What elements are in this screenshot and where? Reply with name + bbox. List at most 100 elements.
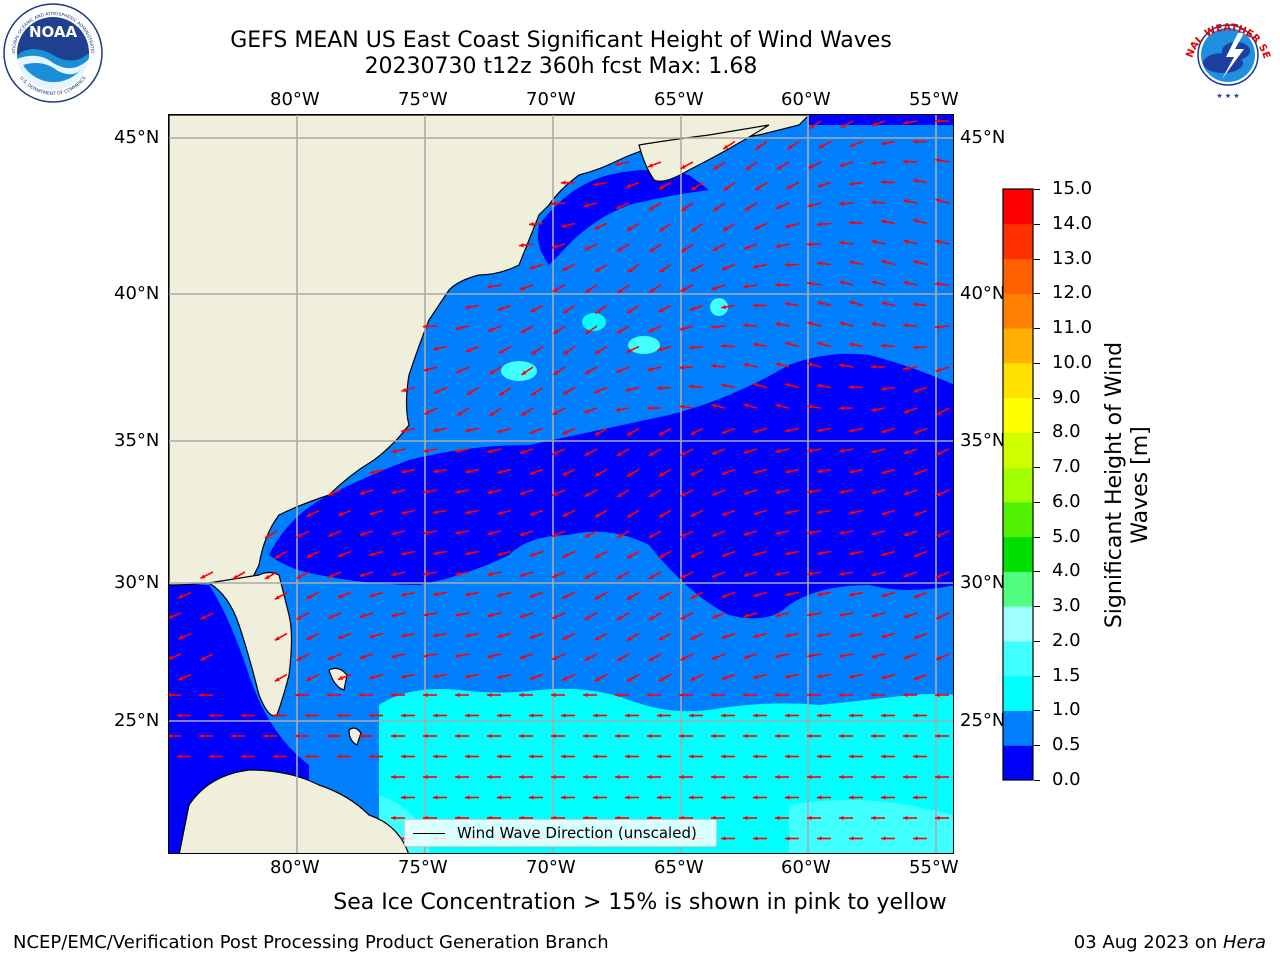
colorbar-segment (1003, 362, 1033, 399)
wind-arrow-head (562, 471, 568, 476)
wind-arrow-head (529, 221, 534, 227)
wind-arrow-head (648, 492, 654, 497)
wind-arrow-head (817, 551, 823, 556)
wind-arrow-head (743, 692, 748, 698)
land-bahamas-island (348, 727, 362, 746)
wind-arrow-head (680, 164, 686, 169)
wind-arrow-head (562, 635, 568, 640)
wind-arrow-head (455, 325, 461, 331)
wind-arrow-head (616, 492, 622, 497)
wind-arrow-head (369, 754, 374, 759)
wind-arrow-head (775, 612, 781, 618)
wind-arrow-head (743, 654, 749, 659)
wind-arrow-head (689, 713, 694, 718)
wind-arrow-head (913, 139, 918, 144)
colorbar-tick-mark (1034, 536, 1040, 538)
wind-arrow-head (713, 165, 719, 170)
wind-arrow-head (817, 183, 823, 188)
colorbar-tick-label: 13.0 (1052, 247, 1093, 269)
wind-arrow-head (465, 551, 471, 556)
wind-arrow-head (935, 774, 940, 780)
longitude-label: 75°W (398, 89, 448, 110)
wind-arrow-head (753, 674, 759, 680)
wind-arrow-head (617, 329, 623, 334)
wind-arrow-head (306, 594, 312, 599)
wind-arrow-head (455, 448, 461, 453)
footer-machine: Hera (1222, 932, 1266, 953)
longitude-label: 70°W (526, 857, 576, 878)
wind-arrow-head (871, 280, 877, 285)
colorbar-tick-mark (1034, 362, 1040, 364)
wind-arrow-head (401, 674, 407, 679)
wind-arrow-head (423, 367, 429, 372)
wind-arrow-head (721, 836, 726, 841)
wind-arrow-head (679, 326, 685, 331)
wind-arrow-head (433, 633, 439, 638)
wind-arrow-head (839, 653, 845, 658)
longitude-label: 70°W (526, 89, 576, 110)
wind-arrow-head (849, 428, 855, 433)
wind-arrow-head (903, 774, 908, 780)
wind-arrow-head (689, 754, 694, 759)
wind-arrow-head (817, 592, 823, 597)
wind-arrow-head (593, 713, 598, 718)
wind-arrow-head (274, 636, 280, 641)
wind-arrow-head (487, 531, 493, 536)
wind-arrow-head (753, 795, 758, 800)
wind-arrow-head (562, 430, 568, 435)
wind-arrow-head (423, 692, 428, 698)
colorbar-tick-label: 10.0 (1052, 351, 1093, 373)
wind-arrow-head (881, 219, 887, 224)
wind-arrow-head (306, 512, 312, 517)
colorbar-segment (1003, 223, 1033, 260)
wind-arrow-head (903, 366, 908, 371)
wind-arrow-head (881, 551, 887, 557)
wind-arrow-head (935, 692, 940, 698)
longitude-label: 55°W (909, 89, 959, 110)
wind-arrow-head (743, 815, 748, 821)
legend-line-icon (413, 833, 445, 834)
colorbar-tick-label: 0.5 (1052, 734, 1081, 756)
wind-arrow-head (328, 532, 334, 537)
wind-arrow-head (839, 815, 844, 821)
wind-arrow-head (359, 490, 365, 495)
wind-arrow-head (551, 733, 556, 739)
wind-arrow-head (785, 551, 791, 556)
wind-arrow-head (497, 633, 503, 638)
wind-arrow-head (594, 595, 600, 600)
wind-arrow-head (903, 733, 908, 739)
wind-arrow-head (753, 382, 759, 388)
wind-arrow-head (200, 656, 206, 661)
wind-arrow-head (369, 634, 375, 639)
wind-arrow-head (913, 754, 918, 759)
wind-arrow-head (775, 733, 780, 739)
wind-arrow-head (337, 675, 343, 680)
wind-arrow-head (169, 655, 174, 660)
wind-arrow-head (337, 713, 342, 718)
wind-arrow-head (913, 713, 918, 718)
wind-arrow-head (647, 733, 652, 739)
wind-arrow-head (465, 795, 470, 800)
wind-arrow-head (391, 571, 397, 577)
wind-arrow-head (391, 612, 397, 618)
wind-arrow-head (871, 161, 876, 166)
wind-arrow-head (583, 692, 588, 698)
wind-arrow-head (467, 390, 472, 395)
wind-arrow-head (625, 387, 631, 392)
wind-arrow-head (529, 795, 534, 800)
wind-arrow-head (489, 411, 495, 417)
colorbar-segment (1003, 536, 1033, 572)
wind-arrow-head (616, 533, 622, 538)
wind-arrow-head (881, 713, 886, 718)
wind-arrow-head (497, 428, 503, 433)
wind-arrow-head (839, 448, 845, 453)
wind-arrow-head (775, 322, 781, 327)
wind-arrow-head (391, 530, 397, 536)
wind-arrow-head (871, 654, 877, 659)
colorbar-tick-label: 1.0 (1052, 699, 1081, 721)
wind-arrow-head (594, 677, 600, 682)
wind-arrow-head (615, 774, 620, 780)
wind-arrow-head (711, 324, 716, 330)
longitude-label: 80°W (270, 89, 320, 110)
colorbar-tick-label: 11.0 (1052, 317, 1093, 339)
